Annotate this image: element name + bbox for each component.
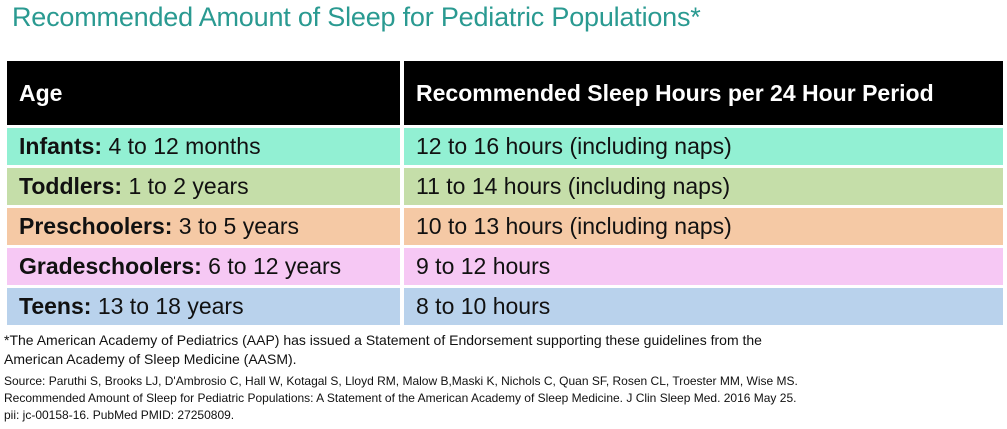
age-group-label: Teens: bbox=[19, 293, 92, 319]
age-cell: Teens: 13 to 18 years bbox=[7, 288, 400, 325]
age-range: 4 to 12 months bbox=[102, 133, 261, 159]
header-age: Age bbox=[7, 61, 400, 125]
age-cell: Gradeschoolers: 6 to 12 years bbox=[7, 248, 400, 285]
table-row: Gradeschoolers: 6 to 12 years 9 to 12 hou… bbox=[7, 248, 1003, 285]
age-range: 13 to 18 years bbox=[91, 293, 244, 319]
table-header-row: Age Recommended Sleep Hours per 24 Hour … bbox=[7, 61, 1003, 125]
source-citation: Source: Paruthi S, Brooks LJ, D'Ambrosio… bbox=[4, 373, 1004, 424]
source-line: Source: Paruthi S, Brooks LJ, D'Ambrosio… bbox=[4, 374, 798, 388]
footnote-line: American Academy of Sleep Medicine (AASM… bbox=[4, 351, 297, 367]
table-row: Infants: 4 to 12 months 12 to 16 hours (i… bbox=[7, 128, 1003, 165]
sleep-hours-cell: 11 to 14 hours (including naps) bbox=[400, 168, 1003, 205]
sleep-hours-cell: 10 to 13 hours (including naps) bbox=[400, 208, 1003, 245]
age-group-label: Preschoolers: bbox=[19, 213, 173, 239]
sleep-hours-cell: 9 to 12 hours bbox=[400, 248, 1003, 285]
table-row: Toddlers: 1 to 2 years 11 to 14 hours (in… bbox=[7, 168, 1003, 205]
table-row: Preschoolers: 3 to 5 years 10 to 13 hours… bbox=[7, 208, 1003, 245]
age-group-label: Gradeschoolers: bbox=[19, 253, 202, 279]
age-cell: Infants: 4 to 12 months bbox=[7, 128, 400, 165]
age-range: 1 to 2 years bbox=[122, 173, 249, 199]
header-sleep-hours: Recommended Sleep Hours per 24 Hour Peri… bbox=[400, 61, 1003, 125]
age-cell: Preschoolers: 3 to 5 years bbox=[7, 208, 400, 245]
age-cell: Toddlers: 1 to 2 years bbox=[7, 168, 400, 205]
age-range: 3 to 5 years bbox=[172, 213, 299, 239]
footnote-line: *The American Academy of Pediatrics (AAP… bbox=[4, 332, 762, 348]
page-title: Recommended Amount of Sleep for Pediatri… bbox=[12, 2, 701, 32]
footnote: *The American Academy of Pediatrics (AAP… bbox=[4, 331, 1004, 369]
source-line: Recommended Amount of Sleep for Pediatri… bbox=[4, 391, 797, 405]
age-group-label: Infants: bbox=[19, 133, 103, 159]
sleep-hours-cell: 12 to 16 hours (including naps) bbox=[400, 128, 1003, 165]
age-group-label: Toddlers: bbox=[19, 173, 123, 199]
sleep-hours-cell: 8 to 10 hours bbox=[400, 288, 1003, 325]
age-range: 6 to 12 years bbox=[201, 253, 342, 279]
table-row: Teens: 13 to 18 years 8 to 10 hours bbox=[7, 288, 1003, 325]
source-line: pii: jc-00158-16. PubMed PMID: 27250809. bbox=[4, 408, 235, 422]
sleep-table: Age Recommended Sleep Hours per 24 Hour … bbox=[7, 58, 1003, 328]
